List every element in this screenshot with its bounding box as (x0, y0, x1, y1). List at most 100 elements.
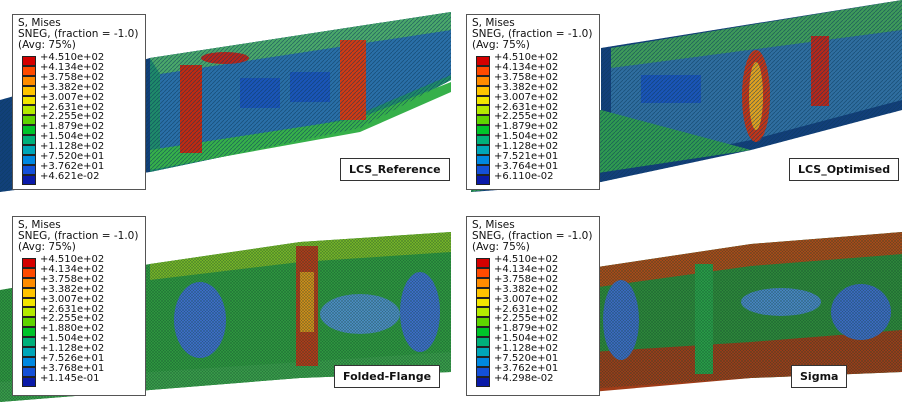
legend-color-swatch (22, 154, 36, 165)
legend-color-swatch (476, 154, 490, 165)
legend-tick: +1.128e+02 (40, 141, 105, 153)
legend-tick: +4.134e+02 (494, 263, 559, 275)
legend-title-line: S, Mises (18, 219, 61, 231)
legend-color-swatch (22, 135, 36, 146)
legend-tick: +1.128e+02 (494, 343, 559, 355)
legend-tick: +3.758e+02 (494, 273, 559, 285)
legend-tick: +2.255e+02 (494, 313, 559, 325)
color-scale (476, 258, 490, 387)
legend-color-swatch (476, 287, 490, 298)
legend-color-swatch (22, 267, 36, 278)
legend-color-swatch (22, 95, 36, 106)
legend-color-swatch (22, 297, 36, 308)
legend-tick: +4.510e+02 (40, 52, 105, 63)
legend-color-swatch (22, 75, 36, 86)
legend-tick: +2.631e+02 (494, 303, 559, 315)
legend-title-line: S, Mises (18, 17, 61, 29)
legend-tick: +2.255e+02 (494, 111, 559, 123)
legend-tick: +2.255e+02 (40, 313, 105, 325)
legend-color-swatch (22, 258, 36, 268)
legend-tick: +1.128e+02 (494, 141, 559, 153)
legend-tick: +3.382e+02 (494, 283, 559, 295)
legend-tick: +3.764e+01 (494, 160, 559, 172)
legend-color-swatch (476, 164, 490, 175)
legend-color-swatch (22, 287, 36, 298)
legend-tick: +7.521e+01 (494, 151, 559, 163)
legend-color-swatch (22, 145, 36, 155)
legend-color-swatch (22, 337, 36, 348)
legend-color-swatch (476, 75, 490, 86)
legend-tick: +2.631e+02 (40, 303, 105, 315)
legend-tick: +7.520e+01 (40, 151, 105, 163)
legend-color-swatch (22, 164, 36, 175)
legend-color-swatch (476, 174, 490, 185)
legend-tick: +3.768e+01 (40, 362, 105, 374)
legend-tick: +2.631e+02 (494, 101, 559, 113)
legend-tick: +3.758e+02 (494, 71, 559, 83)
legend-color-swatch (476, 277, 490, 288)
legend-tick: +3.382e+02 (494, 81, 559, 93)
legend-color-swatch (476, 376, 490, 387)
legend-tick: +1.879e+02 (494, 121, 559, 133)
legend-tick: +1.879e+02 (494, 323, 559, 335)
contour-panel-lcs-optimised: S, Mises SNEG, (fraction = -1.0) (Avg: 7… (451, 0, 902, 201)
color-legend: S, Mises SNEG, (fraction = -1.0) (Avg: 7… (12, 216, 146, 396)
legend-color-swatch (22, 105, 36, 116)
legend-tick: +4.298e-02 (494, 372, 554, 384)
legend-color-swatch (22, 125, 36, 136)
legend-title-line: SNEG, (fraction = -1.0) (472, 230, 593, 242)
legend-title-line: SNEG, (fraction = -1.0) (18, 230, 139, 242)
legend-color-swatch (22, 317, 36, 328)
legend-color-swatch (22, 327, 36, 338)
legend-title-line: (Avg: 75%) (472, 39, 530, 51)
legend-tick: +3.382e+02 (40, 283, 105, 295)
legend-color-swatch (22, 366, 36, 377)
legend-tick: +1.880e+02 (40, 323, 105, 335)
contour-panel-sigma: S, Mises SNEG, (fraction = -1.0) (Avg: 7… (451, 202, 902, 403)
legend-color-swatch (22, 85, 36, 96)
legend-tick: +3.758e+02 (40, 71, 105, 83)
legend-color-swatch (22, 174, 36, 185)
legend-tick: +6.110e-02 (494, 170, 554, 182)
legend-color-swatch (476, 95, 490, 106)
model-name-label: Folded-Flange (334, 365, 441, 388)
legend-tick: +4.134e+02 (494, 61, 559, 73)
legend-color-swatch (476, 337, 490, 348)
legend-tick: +3.007e+02 (40, 293, 105, 305)
legend-title-line: S, Mises (472, 219, 515, 231)
legend-title-line: (Avg: 75%) (472, 241, 530, 253)
legend-tick: +4.510e+02 (494, 254, 559, 265)
color-scale (476, 56, 490, 185)
legend-color-swatch (476, 317, 490, 328)
legend-tick: +4.134e+02 (40, 61, 105, 73)
legend-ticks: +4.510e+02 +4.134e+02 +3.758e+02 +3.382e… (40, 53, 104, 182)
legend-tick: +1.504e+02 (494, 333, 559, 345)
legend-tick: +3.007e+02 (40, 91, 105, 103)
legend-tick: +1.145e-01 (40, 372, 100, 384)
model-name-label: Sigma (791, 365, 848, 388)
legend-title-line: (Avg: 75%) (18, 39, 76, 51)
legend-color-swatch (476, 297, 490, 308)
model-name-label: LCS_Reference (340, 158, 450, 181)
color-legend: S, Mises SNEG, (fraction = -1.0) (Avg: 7… (466, 14, 600, 190)
legend-tick: +2.255e+02 (40, 111, 105, 123)
legend-ticks: +4.510e+02 +4.134e+02 +3.758e+02 +3.382e… (494, 255, 558, 384)
legend-tick: +4.510e+02 (40, 254, 105, 265)
legend-color-swatch (476, 267, 490, 278)
legend-tick: +4.621e-02 (40, 170, 100, 182)
legend-color-swatch (476, 65, 490, 76)
legend-color-swatch (22, 376, 36, 387)
stress-contour-render (591, 232, 902, 392)
legend-color-swatch (476, 258, 490, 268)
legend-color-swatch (476, 135, 490, 146)
legend-tick: +3.382e+02 (40, 81, 105, 93)
legend-tick: +3.007e+02 (494, 293, 559, 305)
legend-tick: +7.526e+01 (40, 353, 105, 365)
legend-title-line: S, Mises (472, 17, 515, 29)
contour-panel-folded-flange: S, Mises SNEG, (fraction = -1.0) (Avg: 7… (0, 202, 451, 403)
legend-color-swatch (22, 356, 36, 367)
legend-color-swatch (22, 347, 36, 357)
color-scale (22, 56, 36, 185)
legend-title-line: SNEG, (fraction = -1.0) (472, 28, 593, 40)
legend-tick: +4.510e+02 (494, 52, 559, 63)
